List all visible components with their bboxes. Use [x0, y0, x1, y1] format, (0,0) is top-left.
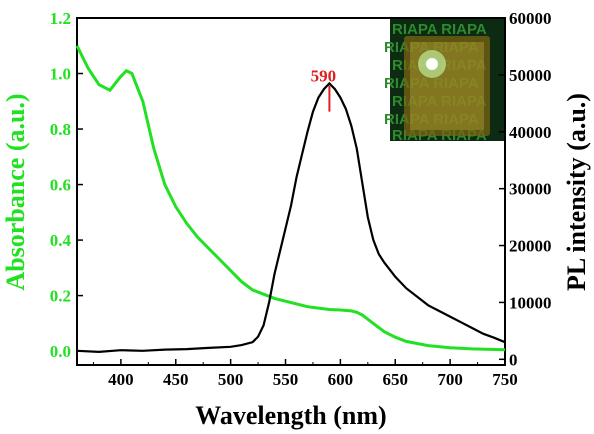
right-tick-label: 20000	[509, 237, 552, 256]
x-tick-label: 500	[218, 370, 244, 389]
right-tick-label: 10000	[509, 293, 552, 312]
x-axis-ticks: 400 450 500 550 600 650 700 750	[92, 359, 518, 389]
x-tick-label: 700	[437, 370, 463, 389]
left-tick-label: 1.2	[50, 9, 71, 28]
right-axis-ticks: 0 10000 20000 30000 40000 50000 60000	[499, 9, 552, 369]
right-axis-label: PL intensity (a.u.)	[562, 93, 591, 291]
pl-curve	[76, 81, 506, 354]
x-tick-label: 550	[273, 370, 299, 389]
absorbance-curve	[75, 45, 506, 352]
inset-text-row: RIAPA RIAPA	[392, 21, 487, 38]
right-tick-label: 0	[509, 350, 518, 369]
peak-label: 590	[311, 67, 337, 86]
plot-frame	[76, 17, 506, 366]
right-tick-label: 50000	[509, 66, 552, 85]
left-tick-label: 0.4	[50, 231, 72, 250]
right-tick-label: 40000	[509, 123, 552, 142]
right-tick-label: 60000	[509, 9, 552, 28]
x-axis-label: Wavelength (nm)	[195, 401, 386, 430]
left-tick-label: 0.2	[50, 287, 71, 306]
x-tick-label: 750	[492, 370, 518, 389]
x-tick-label: 600	[328, 370, 354, 389]
x-tick-label: 450	[163, 370, 189, 389]
left-axis-ticks: 0.0 0.2 0.4 0.6 0.8 1.0 1.2	[50, 9, 83, 361]
right-tick-label: 30000	[509, 180, 552, 199]
left-axis-label: Absorbance (a.u.)	[1, 93, 30, 290]
left-tick-label: 0.0	[50, 342, 71, 361]
left-tick-label: 0.6	[50, 176, 71, 195]
left-tick-label: 1.0	[50, 65, 71, 84]
x-tick-label: 400	[108, 370, 134, 389]
left-tick-label: 0.8	[50, 120, 71, 139]
x-tick-label: 650	[383, 370, 409, 389]
